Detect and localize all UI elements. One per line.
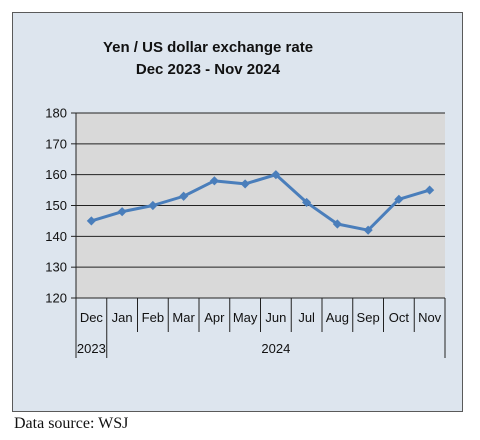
x-tick-label: Jul (298, 310, 315, 325)
x-group-label: 2024 (261, 341, 290, 356)
data-point (332, 219, 342, 229)
y-tick-label: 130 (45, 260, 67, 275)
y-tick-label: 160 (45, 167, 67, 182)
data-point (240, 179, 250, 189)
y-tick-label: 180 (45, 106, 67, 121)
x-tick-label: Feb (142, 310, 164, 325)
x-tick-label: Jan (112, 310, 133, 325)
x-tick-label: Mar (172, 310, 195, 325)
y-tick-label: 120 (45, 291, 67, 306)
x-tick-label: Dec (80, 310, 104, 325)
x-tick-label: Oct (389, 310, 410, 325)
data-source-note: Data source: WSJ (14, 415, 129, 432)
x-group-label: 2023 (77, 341, 106, 356)
y-tick-label: 150 (45, 198, 67, 213)
chart-title: Yen / US dollar exchange rate (103, 39, 313, 56)
x-tick-label: Sep (357, 310, 380, 325)
data-point (394, 194, 404, 204)
x-tick-label: Jun (265, 310, 286, 325)
data-point (117, 207, 127, 217)
data-point (209, 176, 219, 186)
y-tick-label: 140 (45, 229, 67, 244)
x-tick-label: May (233, 310, 258, 325)
data-point (363, 225, 373, 235)
data-point (86, 216, 96, 226)
plot-area: 120 130 140 150 160 170 180 Dec Jan Feb Mar Apr May J… (45, 106, 446, 358)
data-point (148, 200, 158, 211)
x-tick-label: Apr (204, 310, 225, 325)
data-point (425, 185, 435, 195)
chart-subtitle: Dec 2023 - Nov 2024 (136, 61, 281, 78)
data-point (302, 197, 312, 208)
series-line (90, 173, 431, 232)
y-tick-label: 170 (45, 136, 67, 151)
data-point (179, 191, 189, 201)
data-point (271, 170, 281, 180)
x-tick-label: Nov (418, 310, 442, 325)
x-tick-label: Aug (326, 310, 349, 325)
